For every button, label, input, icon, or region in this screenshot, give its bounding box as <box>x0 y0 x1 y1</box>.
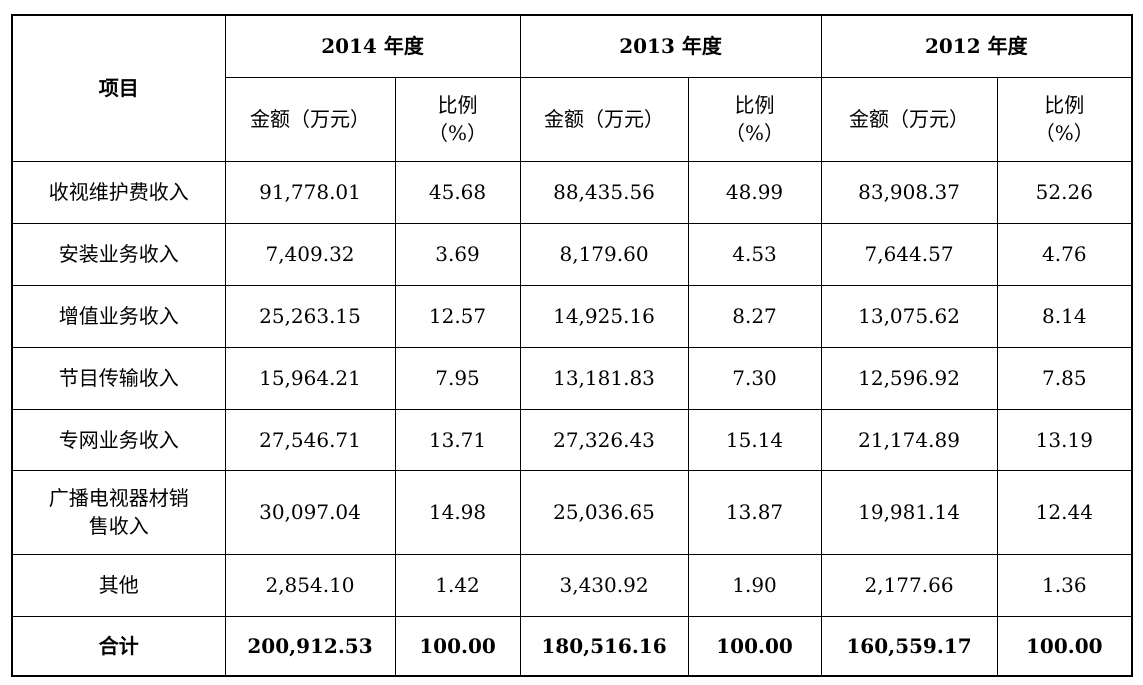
cell-amount: 7,644.57 <box>820 222 998 286</box>
revenue-table: 项目 2014 年度 2013 年度 2012 年度 金额（万元） 比例 （%） … <box>11 14 1134 677</box>
cell-amount: 88,435.56 <box>519 160 689 224</box>
total-row: 合计 200,912.53 100.00 180,516.16 100.00 1… <box>11 615 1133 677</box>
table-row: 其他 2,854.10 1.42 3,430.92 1.90 2,177.66 … <box>11 553 1133 617</box>
cell-amount: 7,409.32 <box>224 222 396 286</box>
cell-ratio: 48.99 <box>687 160 822 224</box>
total-amount: 180,516.16 <box>519 615 689 677</box>
cell-ratio: 1.36 <box>996 553 1133 617</box>
cell-ratio: 4.53 <box>687 222 822 286</box>
cell-amount: 25,263.15 <box>224 284 396 348</box>
cell-ratio: 7.95 <box>394 346 521 410</box>
total-label: 合计 <box>11 615 226 677</box>
cell-amount: 91,778.01 <box>224 160 396 224</box>
cell-ratio: 15.14 <box>687 408 822 471</box>
cell-ratio: 12.57 <box>394 284 521 348</box>
header-ratio: 比例 （%） <box>996 76 1133 162</box>
cell-amount: 19,981.14 <box>820 469 998 555</box>
cell-ratio: 8.14 <box>996 284 1133 348</box>
cell-ratio: 52.26 <box>996 160 1133 224</box>
header-row-years: 项目 2014 年度 2013 年度 2012 年度 <box>11 14 1133 162</box>
table-row: 节目传输收入 15,964.21 7.95 13,181.83 7.30 12,… <box>11 346 1133 410</box>
total-ratio: 100.00 <box>687 615 822 677</box>
row-label: 收视维护费收入 <box>11 160 226 224</box>
cell-amount: 14,925.16 <box>519 284 689 348</box>
cell-amount: 15,964.21 <box>224 346 396 410</box>
cell-ratio: 12.44 <box>996 469 1133 555</box>
header-year-2014: 2014 年度 <box>224 14 521 78</box>
cell-ratio: 7.85 <box>996 346 1133 410</box>
cell-amount: 13,181.83 <box>519 346 689 410</box>
cell-ratio: 1.42 <box>394 553 521 617</box>
header-amount: 金额（万元） <box>820 76 998 162</box>
cell-ratio: 13.19 <box>996 408 1133 471</box>
row-label: 其他 <box>11 553 226 617</box>
header-amount: 金额（万元） <box>224 76 396 162</box>
cell-amount: 13,075.62 <box>820 284 998 348</box>
header-year-2013: 2013 年度 <box>519 14 822 78</box>
cell-ratio: 7.30 <box>687 346 822 410</box>
row-label: 广播电视器材销 售收入 <box>11 469 226 555</box>
cell-amount: 27,326.43 <box>519 408 689 471</box>
header-item: 项目 <box>11 14 226 162</box>
total-ratio: 100.00 <box>996 615 1133 677</box>
cell-amount: 27,546.71 <box>224 408 396 471</box>
row-label: 专网业务收入 <box>11 408 226 471</box>
header-ratio: 比例 （%） <box>687 76 822 162</box>
row-label: 增值业务收入 <box>11 284 226 348</box>
total-amount: 160,559.17 <box>820 615 998 677</box>
cell-amount: 83,908.37 <box>820 160 998 224</box>
row-label: 节目传输收入 <box>11 346 226 410</box>
cell-ratio: 14.98 <box>394 469 521 555</box>
cell-amount: 12,596.92 <box>820 346 998 410</box>
header-row-columns: 金额（万元） 比例 （%） 金额（万元） 比例 （%） 金额（万元） 比例 （%） <box>12 76 1133 162</box>
cell-amount: 25,036.65 <box>519 469 689 555</box>
cell-ratio: 45.68 <box>394 160 521 224</box>
table-row: 广播电视器材销 售收入 30,097.04 14.98 25,036.65 13.… <box>11 469 1133 555</box>
table-row: 专网业务收入 27,546.71 13.71 27,326.43 15.14 2… <box>11 408 1133 471</box>
cell-amount: 2,854.10 <box>224 553 396 617</box>
cell-amount: 2,177.66 <box>820 553 998 617</box>
row-label: 安装业务收入 <box>11 222 226 286</box>
cell-ratio: 1.90 <box>687 553 822 617</box>
table-row: 增值业务收入 25,263.15 12.57 14,925.16 8.27 13… <box>11 284 1133 348</box>
cell-amount: 30,097.04 <box>224 469 396 555</box>
cell-amount: 3,430.92 <box>519 553 689 617</box>
total-amount: 200,912.53 <box>224 615 396 677</box>
total-ratio: 100.00 <box>394 615 521 677</box>
table-row: 收视维护费收入 91,778.01 45.68 88,435.56 48.99 … <box>11 160 1133 224</box>
cell-amount: 8,179.60 <box>519 222 689 286</box>
header-ratio: 比例 （%） <box>394 76 521 162</box>
cell-ratio: 4.76 <box>996 222 1133 286</box>
cell-ratio: 8.27 <box>687 284 822 348</box>
header-year-2012: 2012 年度 <box>820 14 1133 78</box>
cell-amount: 21,174.89 <box>820 408 998 471</box>
cell-ratio: 3.69 <box>394 222 521 286</box>
cell-ratio: 13.71 <box>394 408 521 471</box>
header-amount: 金额（万元） <box>519 76 689 162</box>
table-row: 安装业务收入 7,409.32 3.69 8,179.60 4.53 7,644… <box>11 222 1133 286</box>
cell-ratio: 13.87 <box>687 469 822 555</box>
